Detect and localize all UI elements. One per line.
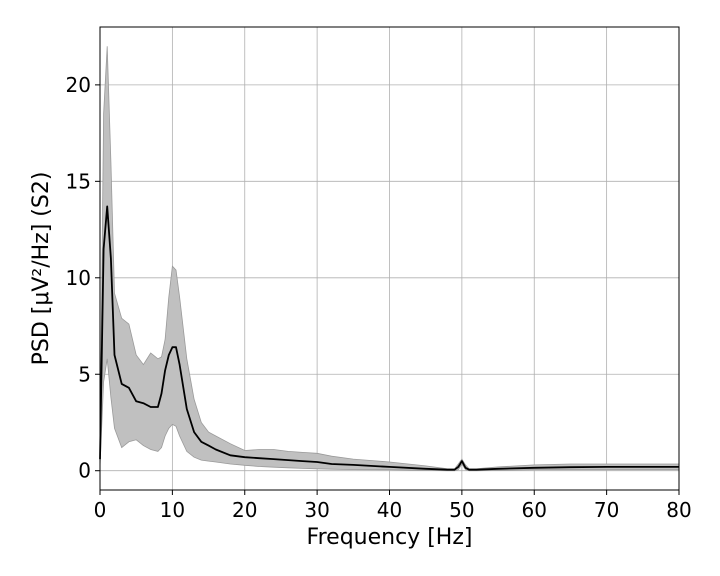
x-tick-label: 50 bbox=[449, 498, 474, 522]
x-tick-label: 10 bbox=[160, 498, 185, 522]
x-tick-label: 0 bbox=[94, 498, 107, 522]
x-tick-label: 80 bbox=[666, 498, 691, 522]
grid-lines bbox=[99, 27, 680, 490]
y-axis-label: PSD [μV²/Hz] (S2) bbox=[29, 172, 54, 366]
x-tick-label: 40 bbox=[377, 498, 402, 522]
y-tick-label: 15 bbox=[66, 169, 91, 193]
x-tick-label: 30 bbox=[304, 498, 329, 522]
x-tick-label: 60 bbox=[522, 498, 547, 522]
y-tick-label: 20 bbox=[66, 73, 91, 97]
x-tick-label: 20 bbox=[232, 498, 257, 522]
y-tick-label: 5 bbox=[78, 362, 91, 386]
x-tick-label: 70 bbox=[594, 498, 619, 522]
y-tick-label: 0 bbox=[78, 459, 91, 483]
y-tick-label: 10 bbox=[66, 266, 91, 290]
x-axis-label: Frequency [Hz] bbox=[307, 525, 473, 550]
x-axis-ticks: 0 10 20 30 40 50 60 70 80 bbox=[94, 490, 692, 522]
y-axis-ticks: 0 5 10 15 20 bbox=[66, 73, 100, 483]
psd-mean-line bbox=[99, 205, 679, 471]
